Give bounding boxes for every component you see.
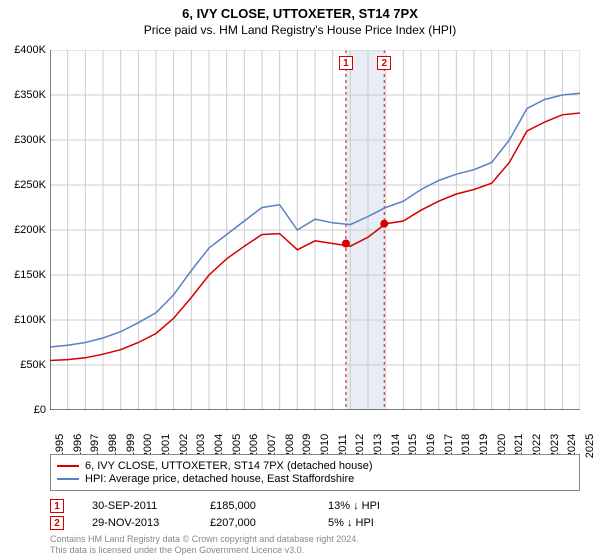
legend: 6, IVY CLOSE, UTTOXETER, ST14 7PX (detac… xyxy=(50,454,580,491)
y-tick-label: £150K xyxy=(14,269,46,281)
y-tick-label: £300K xyxy=(14,134,46,146)
legend-label: HPI: Average price, detached house, East… xyxy=(85,473,354,485)
marker-badge-top: 1 xyxy=(339,56,353,70)
legend-item: 6, IVY CLOSE, UTTOXETER, ST14 7PX (detac… xyxy=(57,460,573,472)
y-tick-label: £400K xyxy=(14,44,46,56)
marker-badge-top: 2 xyxy=(377,56,391,70)
y-tick-label: £50K xyxy=(20,359,46,371)
legend-item: HPI: Average price, detached house, East… xyxy=(57,473,573,485)
x-tick-label: 2025 xyxy=(584,434,596,458)
footer-attribution: Contains HM Land Registry data © Crown c… xyxy=(50,534,359,556)
y-tick-label: £350K xyxy=(14,89,46,101)
legend-label: 6, IVY CLOSE, UTTOXETER, ST14 7PX (detac… xyxy=(85,460,373,472)
y-tick-label: £100K xyxy=(14,314,46,326)
marker-row: 2 29-NOV-2013 £207,000 5% ↓ HPI xyxy=(50,516,580,530)
y-tick-label: £0 xyxy=(34,404,46,416)
marker-table: 1 30-SEP-2011 £185,000 13% ↓ HPI 2 29-NOV-201… xyxy=(50,496,580,533)
marker-delta: 5% ↓ HPI xyxy=(328,517,418,529)
marker-price: £207,000 xyxy=(210,517,300,529)
chart-svg xyxy=(50,50,580,410)
footer-line-2: This data is licensed under the Open Gov… xyxy=(50,545,359,556)
y-axis: £0£50K£100K£150K£200K£250K£300K£350K£400… xyxy=(0,50,48,410)
plot-area xyxy=(50,50,580,410)
marker-date: 29-NOV-2013 xyxy=(92,517,182,529)
legend-swatch xyxy=(57,465,79,467)
marker-row: 1 30-SEP-2011 £185,000 13% ↓ HPI xyxy=(50,499,580,513)
marker-delta: 13% ↓ HPI xyxy=(328,500,418,512)
y-tick-label: £200K xyxy=(14,224,46,236)
marker-badge: 1 xyxy=(50,499,64,513)
chart-subtitle: Price paid vs. HM Land Registry's House … xyxy=(0,21,600,37)
y-tick-label: £250K xyxy=(14,179,46,191)
x-axis: 1995199619971998199920002001200220032004… xyxy=(50,412,580,452)
chart-title: 6, IVY CLOSE, UTTOXETER, ST14 7PX xyxy=(0,0,600,21)
marker-price: £185,000 xyxy=(210,500,300,512)
legend-swatch xyxy=(57,478,79,480)
chart-container: 6, IVY CLOSE, UTTOXETER, ST14 7PX Price … xyxy=(0,0,600,560)
marker-date: 30-SEP-2011 xyxy=(92,500,182,512)
footer-line-1: Contains HM Land Registry data © Crown c… xyxy=(50,534,359,545)
marker-badge: 2 xyxy=(50,516,64,530)
